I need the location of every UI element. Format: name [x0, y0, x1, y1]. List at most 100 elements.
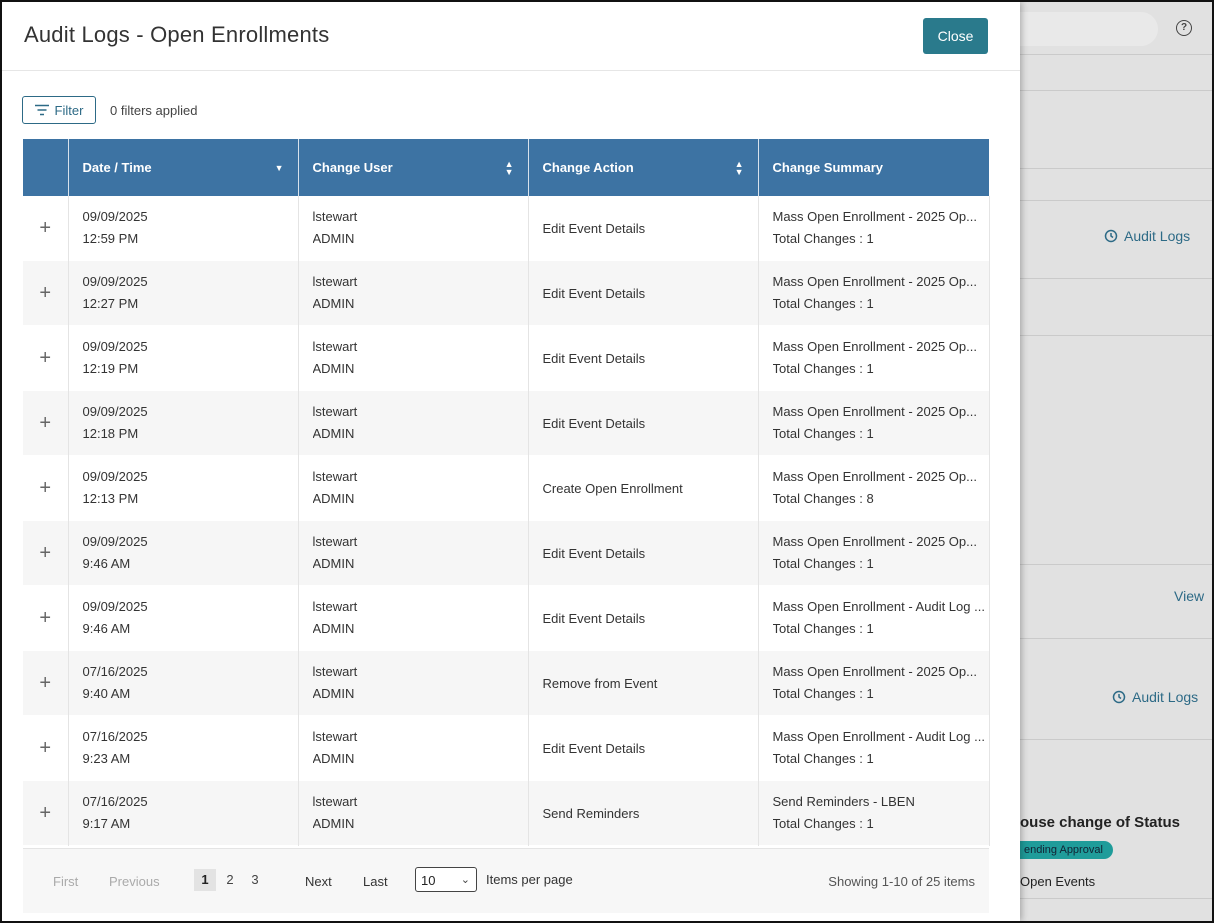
user-name-text: lstewart [312, 274, 358, 289]
divider [1020, 278, 1212, 279]
showing-items-text: Showing 1-10 of 25 items [828, 874, 975, 889]
history-icon [1112, 690, 1126, 704]
summary-text: Mass Open Enrollment - Audit Log ... [772, 599, 985, 614]
plus-icon[interactable]: + [39, 281, 52, 304]
pagination-bar: First Previous 1 2 3 Next Last 10 ⌄ Item… [23, 848, 989, 913]
change-summary-cell: Mass Open Enrollment - 2025 Op... Total C… [758, 650, 990, 716]
column-header-date-time[interactable]: Date / Time ▼ [68, 139, 299, 196]
change-summary-cell: Mass Open Enrollment - 2025 Op... Total C… [758, 390, 990, 456]
expand-cell: + [23, 390, 69, 456]
user-name-text: lstewart [312, 404, 358, 419]
help-icon: ? [1176, 20, 1192, 36]
plus-icon[interactable]: + [39, 346, 52, 369]
summary-text: Mass Open Enrollment - 2025 Op... [772, 209, 977, 224]
date-time-cell: 07/16/2025 9:40 AM [68, 650, 299, 716]
change-user-cell: lstewart ADMIN [298, 585, 529, 651]
table-row: +07/16/2025 9:23 AM lstewart ADMIN Edit Even… [23, 715, 990, 781]
plus-icon[interactable]: + [39, 216, 52, 239]
user-role-text: ADMIN [312, 621, 355, 636]
table-row: +07/16/2025 9:17 AM lstewart ADMIN Send Remi… [23, 780, 990, 846]
next-page-button[interactable]: Next [305, 874, 332, 889]
page-button-1[interactable]: 1 [194, 869, 216, 891]
background-search-bar [1020, 12, 1158, 46]
date-time-cell: 07/16/2025 9:17 AM [68, 780, 299, 846]
user-name-text: lstewart [312, 729, 358, 744]
change-summary-cell: Mass Open Enrollment - 2025 Op... Total C… [758, 455, 990, 521]
filter-button[interactable]: Filter [22, 96, 96, 124]
user-role-text: ADMIN [312, 556, 355, 571]
table-row: +09/09/2025 12:59 PM lstewart ADMIN Edit Eve… [23, 196, 990, 261]
time-text: 9:46 AM [82, 621, 131, 636]
change-user-cell: lstewart ADMIN [298, 325, 529, 391]
divider [1020, 200, 1212, 201]
user-name-text: lstewart [312, 469, 358, 484]
plus-icon[interactable]: + [39, 476, 52, 499]
change-action-cell: Edit Event Details [528, 390, 759, 456]
expand-cell: + [23, 650, 69, 716]
date-time-cell: 07/16/2025 9:23 AM [68, 715, 299, 781]
date-text: 07/16/2025 [82, 664, 148, 679]
date-time-cell: 09/09/2025 12:19 PM [68, 325, 299, 391]
plus-icon[interactable]: + [39, 606, 52, 629]
column-header-label: Change Summary [772, 160, 884, 175]
change-action-cell: Edit Event Details [528, 260, 759, 326]
date-time-cell: 09/09/2025 9:46 AM [68, 520, 299, 586]
total-changes-text: Total Changes : 1 [772, 816, 874, 831]
date-text: 07/16/2025 [82, 729, 148, 744]
plus-icon[interactable]: + [39, 541, 52, 564]
link-label: Audit Logs [1124, 228, 1191, 244]
plus-icon[interactable]: + [39, 671, 52, 694]
total-changes-text: Total Changes : 1 [772, 686, 874, 701]
first-page-button[interactable]: First [53, 874, 79, 889]
chevron-down-icon: ⌄ [460, 874, 470, 886]
sort-both-icon[interactable]: ▲ ▼ [504, 158, 514, 177]
sort-desc-icon[interactable]: ▼ [274, 162, 284, 173]
expand-column-header [23, 139, 69, 196]
last-page-button[interactable]: Last [363, 874, 388, 889]
column-header-label: Change User [312, 160, 393, 175]
user-role-text: ADMIN [312, 686, 355, 701]
page-button-2[interactable]: 2 [226, 872, 234, 887]
summary-text: Mass Open Enrollment - 2025 Op... [772, 274, 977, 289]
change-action-cell: Send Reminders [528, 780, 759, 846]
user-role-text: ADMIN [312, 361, 355, 376]
summary-text: Mass Open Enrollment - 2025 Op... [772, 339, 977, 354]
plus-icon[interactable]: + [39, 411, 52, 434]
divider [1020, 638, 1212, 639]
total-changes-text: Total Changes : 1 [772, 556, 874, 571]
change-summary-cell: Mass Open Enrollment - 2025 Op... Total C… [758, 325, 990, 391]
plus-icon[interactable]: + [39, 736, 52, 759]
change-summary-cell: Mass Open Enrollment - 2025 Op... Total C… [758, 196, 990, 261]
page-button-3[interactable]: 3 [251, 872, 259, 887]
time-text: 12:59 PM [82, 231, 139, 246]
user-role-text: ADMIN [312, 491, 355, 506]
table-row: +09/09/2025 9:46 AM lstewart ADMIN Edit Even… [23, 520, 990, 586]
items-per-page-value: 10 [421, 873, 436, 888]
expand-cell: + [23, 260, 69, 326]
sort-both-icon[interactable]: ▲ ▼ [734, 158, 744, 177]
time-text: 9:40 AM [82, 686, 131, 701]
expand-cell: + [23, 585, 69, 651]
column-header-change-user[interactable]: Change User ▲ ▼ [298, 139, 529, 196]
total-changes-text: Total Changes : 8 [772, 491, 874, 506]
user-role-text: ADMIN [312, 816, 355, 831]
total-changes-text: Total Changes : 1 [772, 751, 874, 766]
filter-icon [34, 104, 49, 116]
items-per-page-select[interactable]: 10 ⌄ [415, 867, 477, 892]
divider [1020, 564, 1212, 565]
expand-cell: + [23, 520, 69, 586]
column-header-change-action[interactable]: Change Action ▲ ▼ [528, 139, 759, 196]
link-label: Audit Logs [1132, 689, 1199, 705]
close-button[interactable]: Close [923, 18, 988, 54]
total-changes-text: Total Changes : 1 [772, 296, 874, 311]
background-audit-logs-link: Audit Logs [1104, 228, 1190, 244]
previous-page-button[interactable]: Previous [109, 874, 160, 889]
date-text: 09/09/2025 [82, 469, 148, 484]
expand-cell: + [23, 780, 69, 846]
divider [1020, 335, 1212, 336]
time-text: 9:17 AM [82, 816, 131, 831]
change-action-cell: Edit Event Details [528, 715, 759, 781]
change-action-cell: Edit Event Details [528, 520, 759, 586]
plus-icon[interactable]: + [39, 801, 52, 824]
